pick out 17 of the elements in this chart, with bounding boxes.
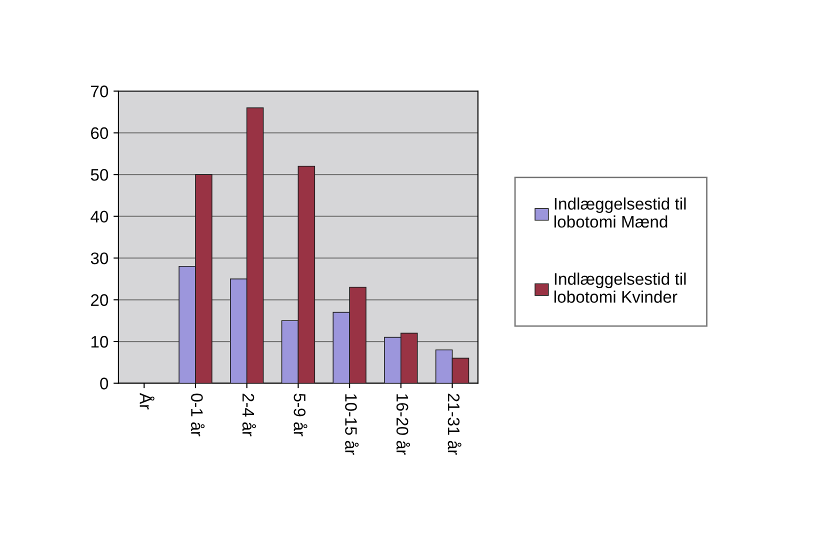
x-tick-label: 16-20 år	[396, 394, 410, 455]
y-tick-label: 70	[91, 86, 108, 98]
y-tick-label: 30	[90, 252, 108, 264]
x-tick-label: 0-1 år	[191, 394, 205, 436]
x-tick-label: År	[140, 392, 154, 410]
x-tick-label: 21-31 år	[448, 394, 462, 455]
x-tick-label: 2-4 år	[242, 394, 256, 436]
legend-label: Indlæggelsestid til lobotomi Kvinder	[554, 272, 686, 303]
legend-label: Indlæggelsestid til lobotomi Mænd	[554, 197, 686, 228]
y-tick-label: 60	[91, 127, 108, 140]
y-tick-label: 20	[91, 294, 108, 306]
x-tick-label: 10-15 år	[345, 394, 359, 455]
y-tick-label: 40	[90, 210, 108, 223]
y-tick-label: 0	[100, 378, 108, 390]
y-tick-label: 50	[90, 168, 108, 181]
x-tick-label: 5-9 år	[294, 394, 308, 436]
y-tick-label: 10	[91, 336, 108, 348]
